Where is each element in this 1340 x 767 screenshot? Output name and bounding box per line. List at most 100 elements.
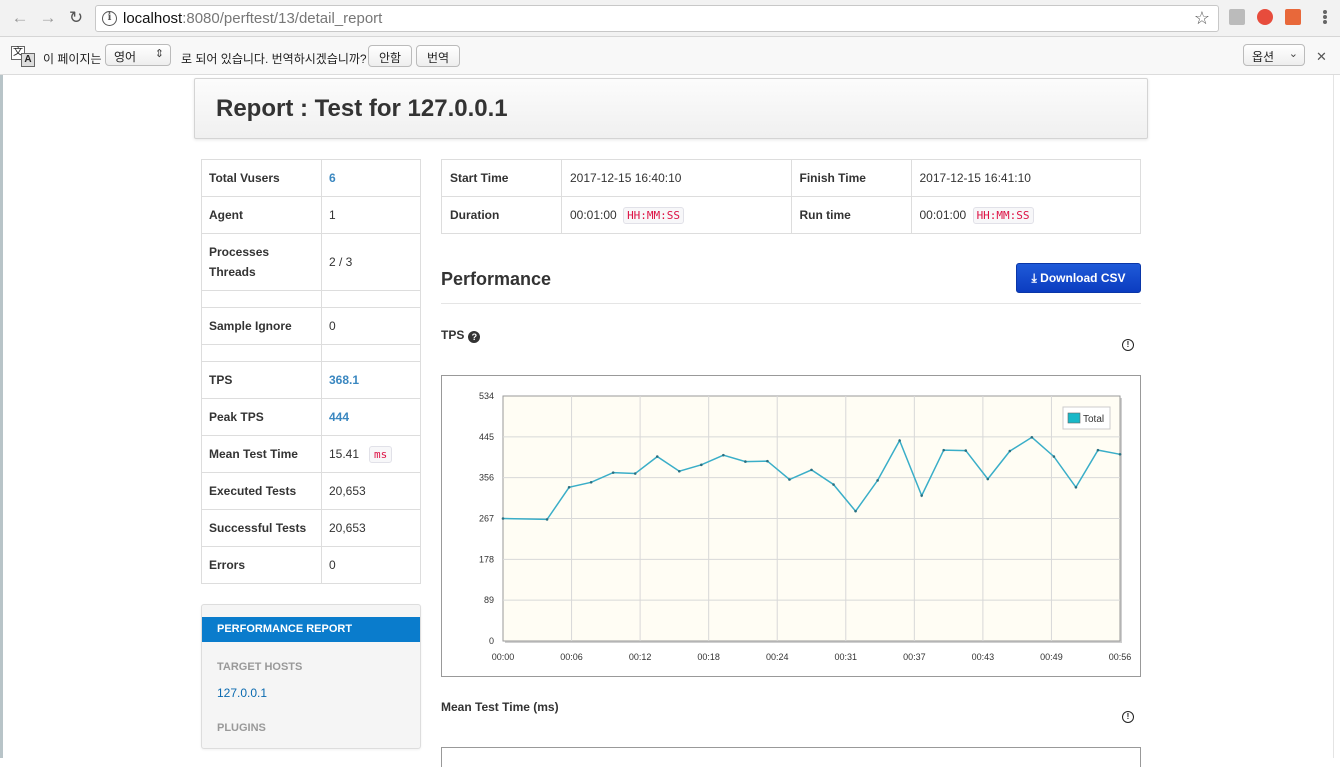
time-format-badge: HH:MM:SS [972,206,1034,224]
help-icon[interactable]: ? [468,331,481,343]
duration-label: Duration [441,196,562,234]
runtime-cell: 00:01:00 HH:MM:SS [910,196,1141,234]
finish-time-value: 2017-12-15 16:41:10 [910,159,1141,197]
download-icon: ⤓ [1031,271,1037,285]
tps-section-label: TPS? [441,328,481,343]
data-point [677,469,681,473]
data-point [501,517,505,520]
download-csv-label: Download CSV [1040,271,1126,285]
reload-icon[interactable]: ↻ [68,8,84,27]
y-tick-label: 267 [479,514,494,524]
tps-chart: 0 89 178 267 356 445 534 00:00 00:06 00:12 00:18 00… [441,375,1141,677]
x-tick-label: 00:06 [560,652,583,662]
menu-item-performance-report[interactable]: PERFORMANCE REPORT [202,617,420,642]
data-point [898,439,901,442]
summary-label: Agent [201,196,322,234]
table-row-spacer [201,290,421,308]
translate-options-select[interactable]: 옵션 ⌄ [1243,44,1305,66]
summary-label: Successful Tests [201,509,322,547]
table-row: Errors 0 [201,546,421,584]
download-csv-button[interactable]: ⤓ Download CSV [1016,263,1141,293]
data-point [744,460,747,463]
browser-menu-icon[interactable] [1318,9,1332,27]
data-point [1030,435,1034,439]
menu-item-host[interactable]: 127.0.0.1 [217,686,268,700]
start-time-label: Start Time [441,159,562,197]
table-row: Mean Test Time 15.41 ms [201,435,421,473]
data-point [1118,452,1122,456]
language-select[interactable]: 영어 ⇕ [105,44,171,66]
address-bar[interactable]: i localhost:8080/perftest/13/detail_repo… [95,5,1219,32]
performance-heading: Performance [441,269,552,289]
summary-label: Sample Ignore [201,307,322,345]
forward-icon[interactable]: → [39,8,57,27]
plugins-heading: PLUGINS [217,722,266,734]
summary-value: 6 [321,159,421,197]
tps-label: TPS [441,328,465,342]
summary-value [321,344,421,362]
translate-yes-button[interactable]: 번역 [416,45,461,67]
table-row: Peak TPS 444 [201,398,421,436]
tps-chart-svg: 0 89 178 267 356 445 534 00:00 00:06 00:12 00:18 00… [479,391,1131,662]
data-point [1008,449,1012,453]
chart-info-icon[interactable]: ! [1122,711,1134,723]
x-tick-label: 00:18 [697,652,720,662]
mean-test-time-chart [441,747,1141,767]
page-title: Report : Test for 127.0.0.1 [216,95,508,122]
table-row: TPS 368.1 [201,361,421,399]
data-point [964,449,968,452]
url-host: localhost [123,10,183,27]
translate-prefix: 이 페이지는 [43,52,102,66]
data-point [633,472,637,475]
data-point [876,479,879,482]
translate-suffix: 로 되어 있습니다. 번역하시겠습니까? [181,52,367,66]
summary-value: 20,653 [321,472,421,510]
url-text[interactable]: localhost:8080/perftest/13/detail_report [123,10,382,27]
summary-label: Executed Tests [201,472,322,510]
unit-badge: ms [369,445,393,463]
back-icon[interactable]: ← [11,8,29,27]
start-time-value: 2017-12-15 16:40:10 [561,159,792,197]
summary-label [201,344,322,362]
x-tick-label: 00:37 [903,652,926,662]
extension-puzzle-icon[interactable] [1285,9,1301,25]
options-label: 옵션 [1252,50,1275,64]
data-point [589,480,593,484]
y-tick-label: 89 [484,595,494,605]
summary-label: Total Vusers [201,159,322,197]
info-icon[interactable]: i [102,11,117,26]
y-tick-label: 445 [479,432,494,442]
language-value: 영어 [114,50,137,64]
summary-value: 444 [321,398,421,436]
summary-label [201,290,322,308]
select-arrows-icon: ⇕ [154,48,164,60]
x-tick-label: 00:24 [766,652,789,662]
legend-box [1062,406,1111,430]
data-point [545,518,549,521]
page-scrollbar[interactable] [1333,75,1340,758]
bookmark-star-icon[interactable]: ☆ [1193,8,1210,28]
summary-label: Mean Test Time [201,435,322,473]
mean-test-time-label: Mean Test Time (ms) [441,700,559,714]
close-icon[interactable]: ✕ [1316,49,1327,64]
extension-face-icon[interactable] [1257,9,1273,25]
translate-no-button[interactable]: 안함 [368,45,413,67]
data-point [611,471,615,474]
report-header: Report : Test for 127.0.0.1 [194,78,1148,139]
table-row: Total Vusers 6 [201,159,421,197]
data-point [700,463,703,467]
legend-swatch [1067,412,1081,424]
data-point [766,459,769,463]
table-row: Processes Threads 2 / 3 [201,233,421,291]
data-point [788,478,791,481]
runtime-value: 00:01:00 [919,207,967,222]
x-tick-label: 00:43 [972,652,995,662]
browser-toolbar: ← → ↻ i localhost:8080/perftest/13/detai… [0,0,1340,37]
extension-t-icon[interactable] [1229,9,1245,25]
summary-value-cell: 15.41 ms [321,435,421,473]
chart-info-icon[interactable]: ! [1122,339,1134,351]
x-tick-label: 00:00 [492,652,515,662]
x-tick-label: 00:12 [629,652,652,662]
